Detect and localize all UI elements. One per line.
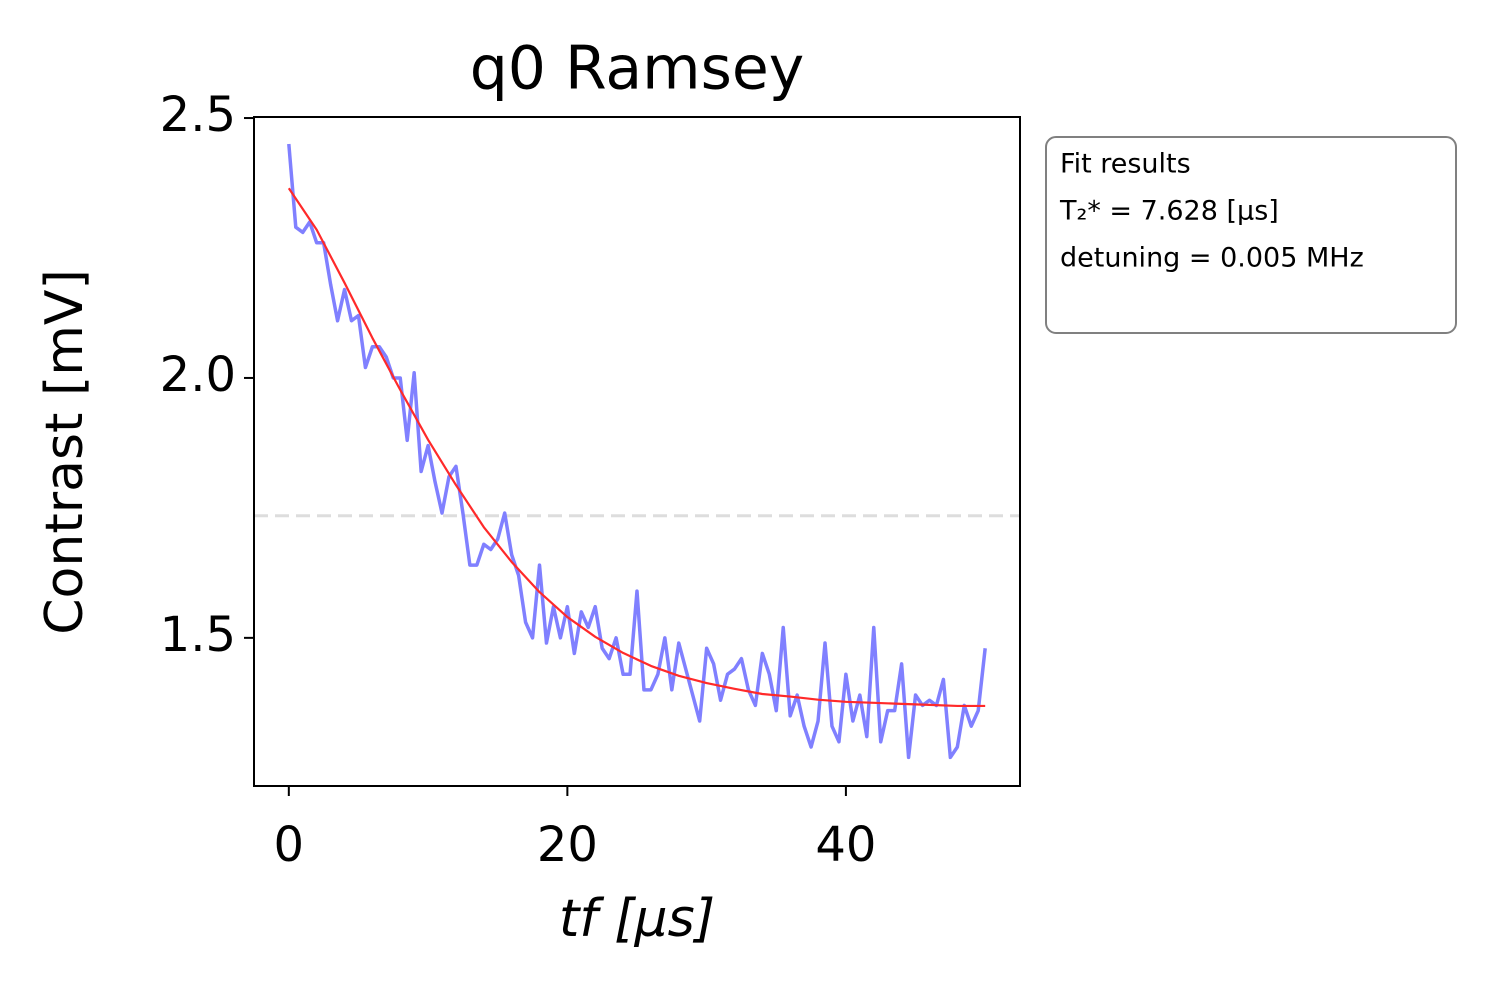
chart-title: q0 Ramsey	[470, 34, 805, 104]
data-line	[287, 143, 987, 760]
x-axis-label: tf [μs]	[559, 889, 715, 949]
data-line	[287, 187, 986, 708]
plot-frame	[253, 116, 1021, 787]
x-tick-label: 40	[815, 817, 876, 873]
y-tick-label: 1.5	[160, 607, 236, 663]
y-tick-label: 2.0	[160, 347, 236, 403]
x-tick-label: 0	[274, 817, 305, 873]
text-box-line: Fit results	[1060, 149, 1191, 180]
text-box-line: detuning = 0.005 MHz	[1060, 243, 1364, 274]
text-box	[1045, 136, 1457, 334]
x-tick-label: 20	[537, 817, 598, 873]
text-box-line: T₂* = 7.628 [μs]	[1059, 196, 1279, 227]
y-axis-label: Contrast [mV]	[35, 269, 95, 635]
y-tick-label: 2.5	[160, 87, 236, 143]
